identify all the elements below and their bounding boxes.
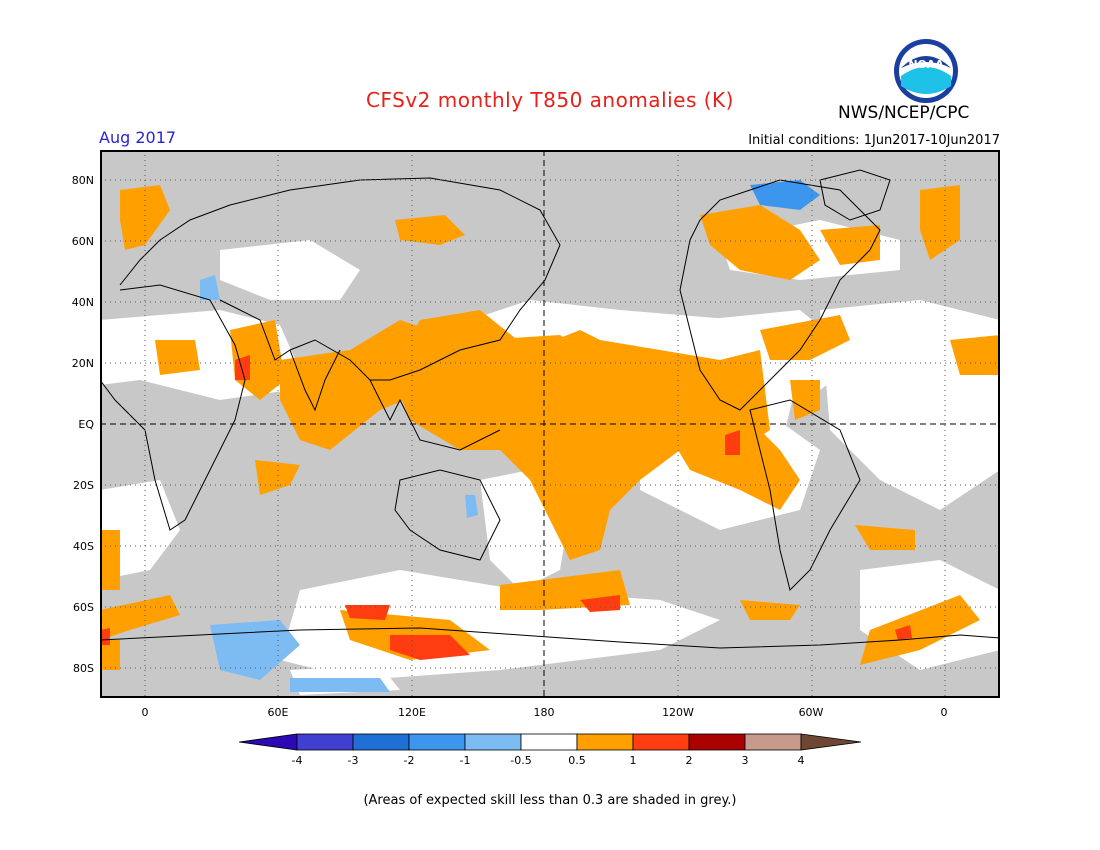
colorbar-label: 4 (797, 754, 805, 767)
colorbar-arrow-low (239, 733, 298, 751)
noaa-logo-text: NOAA (908, 58, 944, 71)
skill-footnote: (Areas of expected skill less than 0.3 a… (363, 793, 737, 808)
colorbar-label: 0.5 (568, 754, 586, 767)
colorbar-box (688, 733, 746, 751)
lon-label-120e: 120E (398, 706, 426, 719)
colorbar-label: -0.5 (510, 754, 532, 767)
colorbar-label: -4 (291, 754, 303, 767)
colorbar-box (576, 733, 634, 751)
lat-label-eq: EQ (78, 418, 94, 431)
lon-label-120w: 120W (662, 706, 694, 719)
colorbar-label: -1 (459, 754, 471, 767)
lon-label-0-east: 0 (940, 706, 948, 719)
colorbar-box (632, 733, 690, 751)
colorbar-box (408, 733, 466, 751)
map-frame (100, 150, 1000, 698)
blue-regions (750, 180, 820, 210)
lon-label-60e: 60E (267, 706, 289, 719)
lat-label-60n: 60N (71, 235, 94, 248)
colorbar (239, 733, 861, 751)
agency-label: NWS/NCEP/CPC (838, 103, 970, 123)
colorbar-label: 2 (685, 754, 693, 767)
lat-label-80n: 80N (71, 174, 94, 187)
colorbar-label: 1 (629, 754, 637, 767)
lat-label-80s: 80S (73, 662, 94, 675)
red-regions (100, 355, 912, 660)
lat-label-60s: 60S (73, 601, 94, 614)
coastlines (100, 169, 1000, 649)
colorbar-arrow-high (800, 733, 861, 751)
lon-label-60w: 60W (798, 706, 824, 719)
lon-label-0: 0 (141, 706, 149, 719)
orange-regions (100, 185, 1000, 670)
colorbar-box (744, 733, 802, 751)
colorbar-box (464, 733, 522, 751)
lat-label-40s: 40S (73, 540, 94, 553)
noaa-logo: NOAA (894, 39, 958, 103)
colorbar-box (352, 733, 410, 751)
anomaly-map (100, 150, 1000, 698)
lon-label-180: 180 (533, 706, 555, 719)
colorbar-label: -3 (347, 754, 359, 767)
colorbar-label: -2 (403, 754, 415, 767)
valid-month-label: Aug 2017 (99, 128, 177, 147)
map-title: CFSv2 monthly T850 anomalies (K) (366, 88, 734, 112)
initial-conditions-label: Initial conditions: 1Jun2017-10Jun2017 (748, 133, 1000, 148)
map-grid (100, 150, 1000, 698)
colorbar-label: 3 (741, 754, 749, 767)
lat-label-20s: 20S (73, 479, 94, 492)
colorbar-box (520, 733, 578, 751)
lat-label-20n: 20N (71, 357, 94, 370)
colorbar-box (296, 733, 354, 751)
lat-label-40n: 40N (71, 296, 94, 309)
